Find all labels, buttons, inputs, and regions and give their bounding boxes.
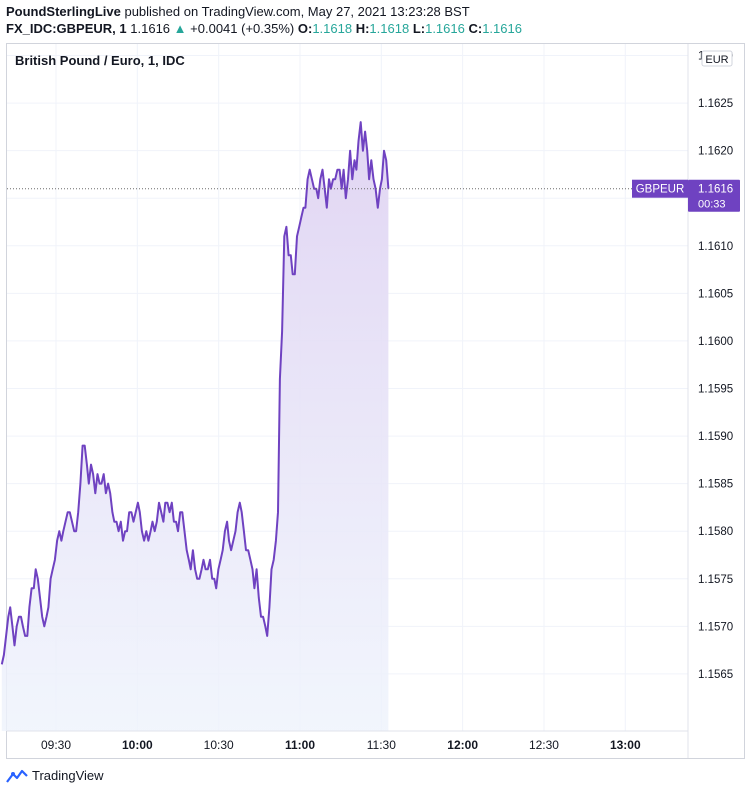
low-value: 1.1616 (425, 21, 465, 36)
tradingview-brand: TradingView (32, 768, 104, 783)
header-published: PoundSterlingLive published on TradingVi… (6, 4, 470, 20)
header-legend: FX_IDC:GBPEUR, 1 1.1616 ▲ +0.0041 (+0.35… (6, 21, 522, 37)
published-text: published on TradingView.com, May 27, 20… (124, 4, 470, 19)
y-tick-label: 1.1575 (698, 574, 733, 586)
x-tick-label: 12:30 (529, 738, 559, 752)
price-tag (688, 179, 740, 212)
x-tick-label: 13:00 (610, 738, 641, 752)
high-value: 1.1618 (369, 21, 410, 36)
close-value: 1.1616 (482, 21, 522, 36)
x-tick-label: 12:00 (447, 738, 478, 752)
publisher-name: PoundSterlingLive (6, 4, 121, 19)
price-change: +0.0041 (+0.35%) (190, 21, 295, 36)
y-tick-label: 1.1625 (698, 98, 733, 110)
y-tick-label: 1.1565 (698, 669, 733, 681)
chart-title: British Pound / Euro, 1, IDC (15, 53, 185, 68)
y-tick-label: 1.1610 (698, 241, 733, 253)
countdown-label: 00:33 (698, 199, 726, 211)
open-value: 1.1618 (312, 21, 353, 36)
tradingview-icon (6, 769, 28, 783)
x-tick-label: 10:30 (204, 738, 234, 752)
symbol-label: FX_IDC:GBPEUR, 1 (6, 21, 127, 36)
x-tick-label: 09:30 (41, 738, 71, 752)
chart-frame (6, 43, 745, 759)
price-area (0, 121, 688, 732)
y-tick-label: 1.1620 (698, 146, 733, 158)
open-label: O: (297, 21, 313, 36)
currency-box (701, 50, 733, 67)
last-price: 1.1616 (130, 21, 171, 36)
x-tick-label: 10:00 (122, 738, 153, 752)
y-tick-label: 1.1570 (698, 621, 733, 633)
x-tick-label: 11:00 (285, 738, 315, 752)
symbol-tag-label: GBPEUR (636, 184, 685, 196)
x-tick-label: 11:30 (367, 738, 396, 752)
axes: 1.1565 1.1570 1.1575 1.1580 1.1585 1.1590 1.15… (7, 44, 740, 758)
y-tick-label: 1.1585 (698, 479, 733, 491)
symbol-tag (632, 179, 688, 198)
up-arrow-icon: ▲ (173, 21, 187, 36)
y-tick-label: 1.1600 (698, 336, 733, 348)
tradingview-logo[interactable]: TradingView (6, 768, 104, 783)
low-label: L: (412, 21, 426, 36)
high-label: H: (355, 21, 370, 36)
close-label: C: (468, 21, 483, 36)
price-tag-value: 1.1616 (698, 184, 733, 196)
y-tick-label: 1.1590 (698, 431, 733, 443)
y-tick-label: 1.1580 (698, 526, 733, 538)
area-fill (1, 122, 389, 732)
y-tick-label: 1.1605 (698, 288, 733, 300)
currency-label: EUR (705, 54, 728, 66)
price-line (0, 121, 390, 665)
y-tick-label: 1.1595 (698, 384, 733, 396)
